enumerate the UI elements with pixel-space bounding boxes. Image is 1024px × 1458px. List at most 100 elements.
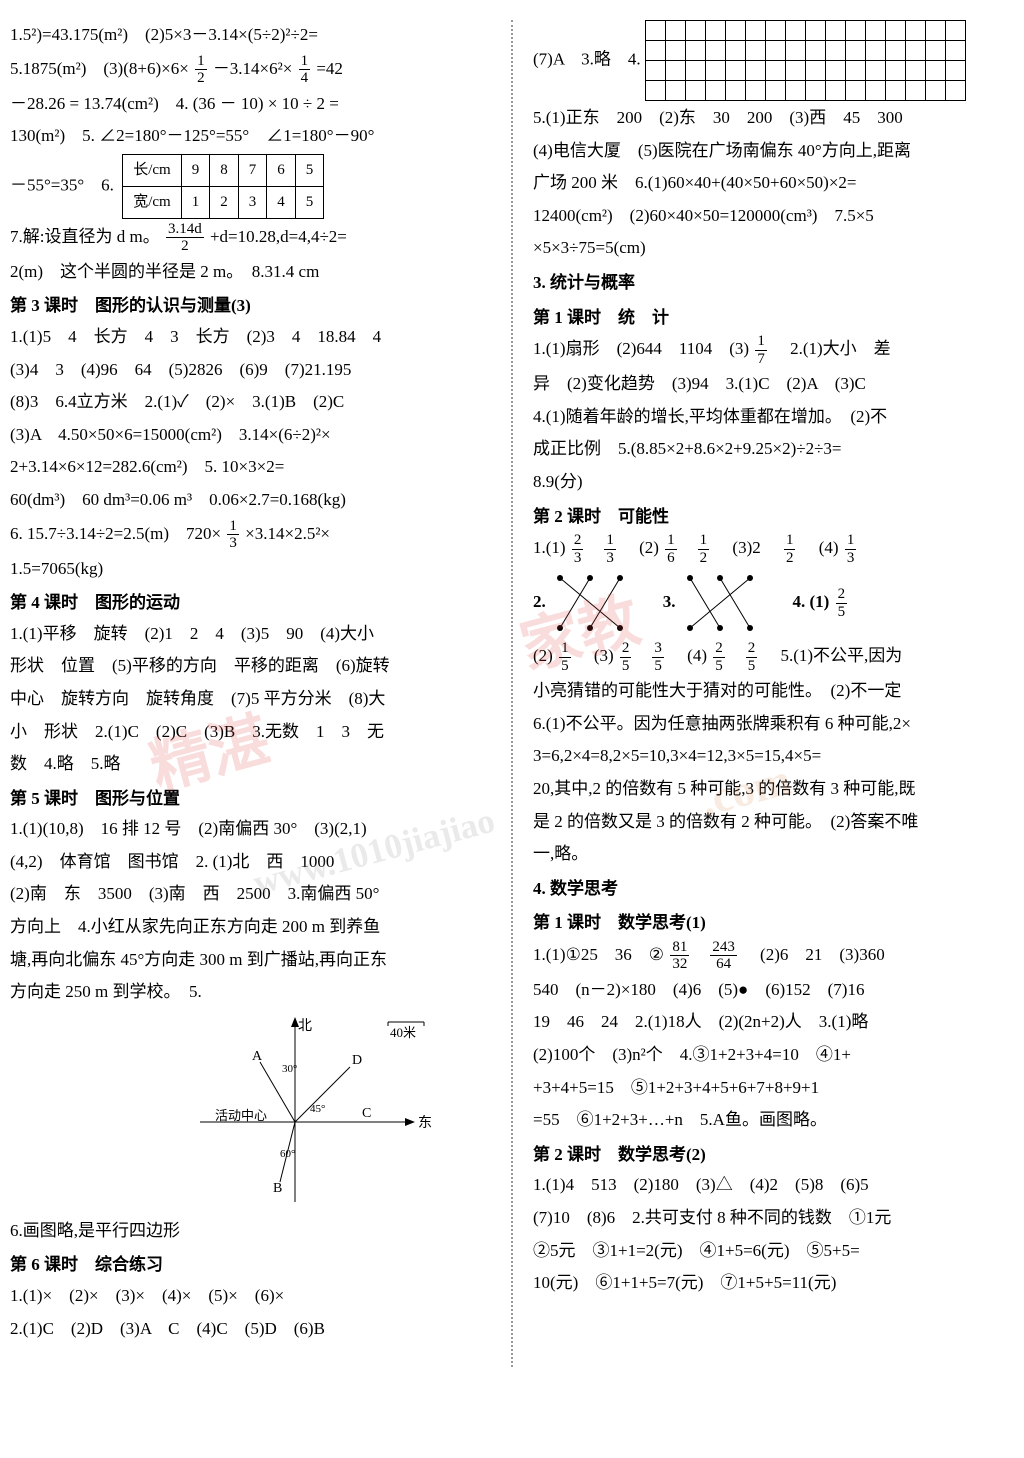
text-line: ②5元 ③1+1=2(元) ④1+5=6(元) ⑤5+5=	[533, 1236, 1014, 1267]
label: B	[273, 1181, 282, 1196]
fraction: 25	[713, 640, 725, 674]
text-line: 广场 200 米 6.(1)60×40+(40×50+60×50)×2=	[533, 168, 1014, 199]
text-line: 3=6,2×4=8,2×5=10,3×4=12,3×5=15,4×5=	[533, 741, 1014, 772]
column-divider	[511, 20, 513, 1367]
text-line: 2+3.14×6×12=282.6(cm²) 5. 10×3×2=	[10, 452, 491, 483]
fraction: 15	[559, 640, 571, 674]
text: －55°=35° 6.	[10, 175, 114, 194]
text-line: ×5×3÷75=5(cm)	[533, 233, 1014, 264]
text-line: 6. 15.7÷3.14÷2=2.5(m) 720× 13 ×3.14×2.5²…	[10, 518, 491, 552]
text: 1.(1)	[533, 538, 566, 557]
text-line: 1.(1)①25 36 ② 8132 24364 (2)6 21 (3)360	[533, 939, 1014, 973]
text-line: (4)电信大厦 (5)医院在广场南偏东 40°方向上,距离	[533, 136, 1014, 167]
text-line: 异 (2)变化趋势 (3)94 3.(1)C (2)A (3)C	[533, 369, 1014, 400]
text-line: －28.26 = 13.74(cm²) 4. (36 － 10) × 10 ÷ …	[10, 89, 491, 120]
text-line: 1.(1)扇形 (2)644 1104 (3) 17 2.(1)大小 差	[533, 333, 1014, 367]
table-cell: 8	[210, 154, 239, 186]
text-line: 130(m²) 5. ∠2=180°－125°=55° ∠1=180°－90°	[10, 121, 491, 152]
fraction: 12	[784, 532, 796, 566]
text-line: 19 46 24 2.(1)18人 (2)(2n+2)人 3.(1)略	[533, 1007, 1014, 1038]
text-line: 是 2 的倍数又是 3 的倍数有 2 种可能。 (2)答案不唯	[533, 807, 1014, 838]
fraction: 23	[572, 532, 584, 566]
text-line: 8.9(分)	[533, 467, 1014, 498]
fraction: 12	[195, 53, 207, 87]
text: (7)A 3.略 4.	[533, 49, 641, 68]
text: (2)	[622, 538, 659, 557]
fraction: 24364	[710, 939, 737, 973]
text: 4. (1)	[793, 592, 830, 611]
fraction: 17	[755, 333, 767, 367]
text: +d=10.28,d=4,4÷2=	[210, 227, 347, 246]
text: (3)	[577, 646, 614, 665]
text: (3)2	[715, 538, 777, 557]
table-cell: 5	[295, 186, 324, 218]
section-title: 3. 统计与概率	[533, 268, 1014, 299]
page-container: 1.5²)=43.175(m²) (2)5×3－3.14×(5÷2)²÷2= 5…	[10, 20, 1014, 1438]
angle-label: 30°	[282, 1063, 297, 1075]
table-cell: 9	[181, 154, 210, 186]
text: 7.解:设直径为 d m。	[10, 227, 160, 246]
text-line: 6.(1)不公平。因为任意抽两张牌乘积有 6 种可能,2×	[533, 709, 1014, 740]
table-cell: 3	[238, 186, 267, 218]
table-cell: 长/cm	[123, 154, 182, 186]
text-line: 5.(1)正东 200 (2)东 30 200 (3)西 45 300	[533, 103, 1014, 134]
text-line: 1.(1) 23 13 (2) 16 12 (3)2 12 (4) 13	[533, 532, 1014, 566]
text-line: 小 形状 2.(1)C (2)C (3)B 3.无数 1 3 无	[10, 717, 491, 748]
cross-match-diagram	[680, 568, 780, 638]
fraction: 35	[652, 640, 664, 674]
fraction: 25	[620, 640, 632, 674]
label: D	[352, 1053, 362, 1068]
text-line: 2. 3. 4. (1) 25	[533, 568, 1014, 638]
text-line: 1.(1)× (2)× (3)× (4)× (5)× (6)×	[10, 1281, 491, 1312]
compass-diagram: 北 东 A D C B 30° 45° 60° 活动中心 40米	[180, 1012, 440, 1212]
text: (4)	[802, 538, 839, 557]
table-cell: 6	[267, 154, 296, 186]
sub-section-title: 第 2 课时 可能性	[533, 502, 1014, 533]
text: (2)	[533, 646, 553, 665]
text-line: (4,2) 体育馆 图书馆 2. (1)北 西 1000	[10, 847, 491, 878]
left-column: 1.5²)=43.175(m²) (2)5×3－3.14×(5÷2)²÷2= 5…	[10, 20, 491, 1438]
text-line: (3)4 3 (4)96 64 (5)2826 (6)9 (7)21.195	[10, 355, 491, 386]
data-table: 长/cm 9 8 7 6 5 宽/cm 1 2 3 4 5	[122, 154, 324, 219]
text: =42	[316, 59, 343, 78]
table-cell: 4	[267, 186, 296, 218]
table-cell: 1	[181, 186, 210, 218]
section-title: 4. 数学思考	[533, 874, 1014, 905]
text-line: 7.解:设直径为 d m。 3.14d2 +d=10.28,d=4,4÷2=	[10, 221, 491, 255]
text-line: 1.(1)4 513 (2)180 (3)△ (4)2 (5)8 (6)5	[533, 1170, 1014, 1201]
section-title: 第 3 课时 图形的认识与测量(3)	[10, 291, 491, 322]
text-line: 6.画图略,是平行四边形	[10, 1216, 491, 1247]
text-line: 数 4.略 5.略	[10, 749, 491, 780]
fraction: 13	[227, 518, 239, 552]
fraction: 8132	[670, 939, 689, 973]
text-line: 成正比例 5.(8.85×2+8.6×2+9.25×2)÷2÷3=	[533, 434, 1014, 465]
text-line: 1.(1)5 4 长方 4 3 长方 (2)3 4 18.84 4	[10, 322, 491, 353]
sub-section-title: 第 1 课时 统 计	[533, 303, 1014, 334]
cross-match-diagram	[550, 568, 650, 638]
label: 活动中心	[215, 1108, 267, 1123]
text-line: (2)100个 (3)n²个 4.③1+2+3+4=10 ④1+	[533, 1040, 1014, 1071]
label: 东	[418, 1115, 432, 1131]
table-cell: 2	[210, 186, 239, 218]
text-line: 塘,再向北偏东 45°方向走 300 m 到广播站,再向正东	[10, 945, 491, 976]
text-line: 12400(cm²) (2)60×40×50=120000(cm³) 7.5×5	[533, 201, 1014, 232]
text: －3.14×6²×	[213, 59, 293, 78]
text: 6. 15.7÷3.14÷2=2.5(m) 720×	[10, 523, 221, 542]
fraction: 13	[845, 532, 857, 566]
text-line: =55 ⑥1+2+3+…+n 5.A鱼。画图略。	[533, 1105, 1014, 1136]
text: 2.	[533, 592, 546, 611]
table-cell: 7	[238, 154, 267, 186]
text: (4)	[670, 646, 707, 665]
text-line: －55°=35° 6. 长/cm 9 8 7 6 5 宽/cm 1 2 3 4 …	[10, 154, 491, 219]
text-line: (2) 15 (3) 25 35 (4) 25 25 5.(1)不公平,因为	[533, 640, 1014, 674]
text-line: (3)A 4.50×50×6=15000(cm²) 3.14×(6÷2)²×	[10, 420, 491, 451]
table-cell: 5	[295, 154, 324, 186]
sub-section-title: 第 1 课时 数学思考(1)	[533, 908, 1014, 939]
text: 1.(1)扇形 (2)644 1104 (3)	[533, 339, 749, 358]
label: C	[362, 1106, 371, 1121]
fraction: 14	[299, 53, 311, 87]
text: ×3.14×2.5²×	[245, 523, 330, 542]
text: (2)6 21 (3)360	[743, 945, 885, 964]
text-line: (7)A 3.略 4.	[533, 20, 1014, 101]
text-line: (7)10 (8)6 2.共可支付 8 种不同的钱数 ①1元	[533, 1203, 1014, 1234]
